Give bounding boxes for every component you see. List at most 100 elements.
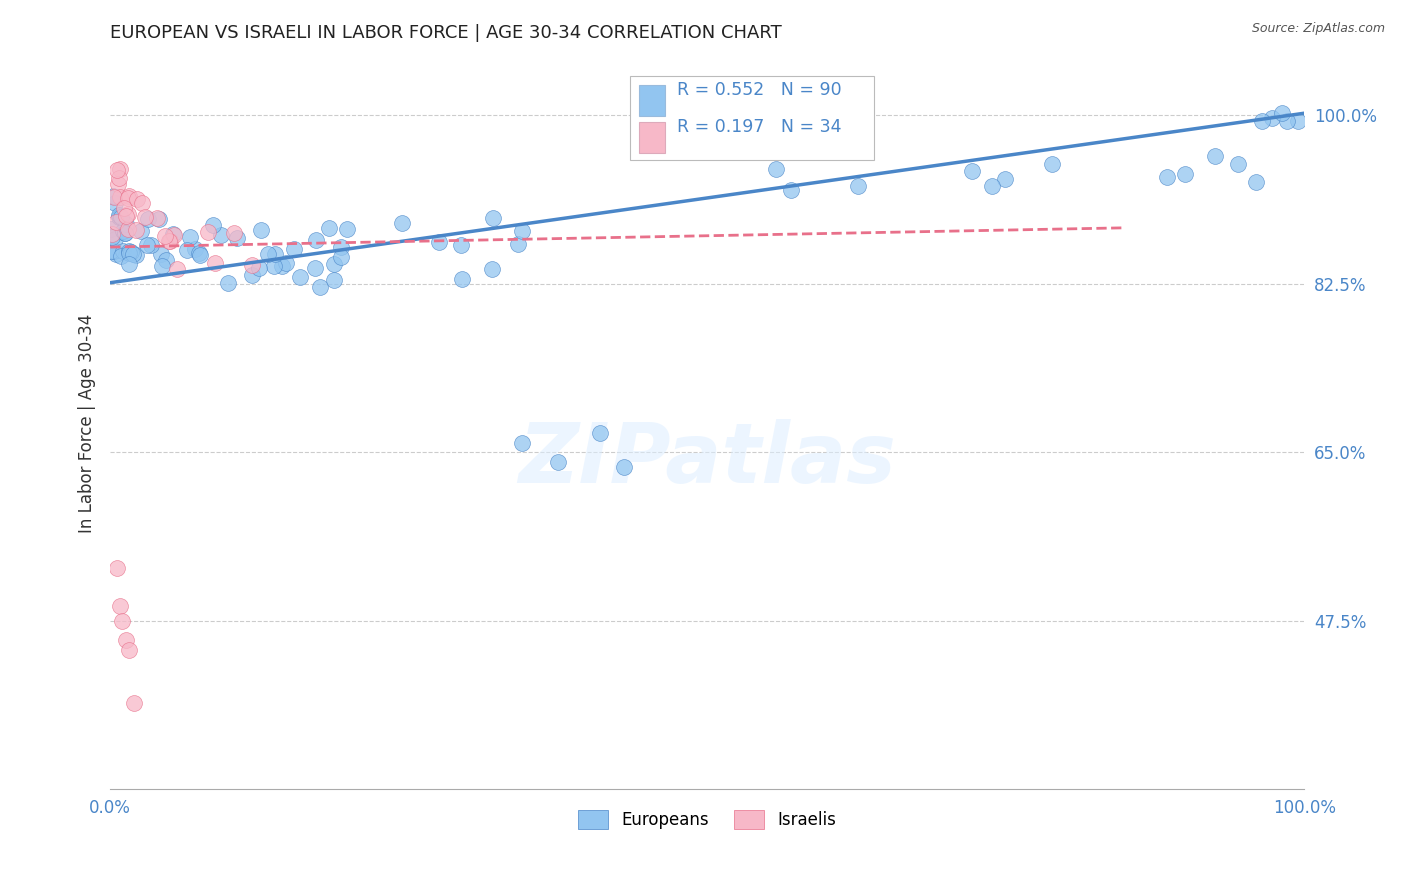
Point (112, 201, 135, 215)
Point (118, 245, 141, 260)
Point (110, 250, 132, 264)
Point (197, 225, 219, 239)
Point (288, 270, 311, 285)
Point (204, 255, 226, 269)
Point (112, 224, 135, 238)
Text: ZIPatlas: ZIPatlas (519, 419, 896, 500)
Point (117, 207, 139, 221)
Point (1226, 157, 1249, 171)
Point (122, 246, 145, 260)
Point (105, 560, 128, 574)
Point (225, 230, 247, 244)
FancyBboxPatch shape (630, 76, 875, 160)
Point (187, 246, 209, 260)
Point (101, 230, 124, 244)
Point (108, 161, 131, 176)
Point (1286, 114, 1309, 128)
FancyBboxPatch shape (640, 122, 665, 153)
Point (184, 242, 207, 256)
Point (111, 244, 134, 259)
Point (780, 183, 803, 197)
Point (318, 220, 340, 235)
Point (111, 614, 134, 628)
Point (257, 247, 280, 261)
Point (114, 226, 136, 240)
Point (108, 210, 131, 224)
Point (305, 233, 328, 247)
Point (846, 179, 869, 194)
Point (323, 273, 346, 287)
Point (104, 247, 127, 261)
Legend: Europeans, Israelis: Europeans, Israelis (571, 803, 844, 836)
Point (141, 237, 163, 252)
Point (153, 228, 176, 243)
Point (391, 217, 413, 231)
Point (163, 227, 186, 242)
Point (765, 161, 787, 176)
Point (131, 196, 153, 211)
Point (107, 177, 129, 191)
Point (114, 632, 136, 647)
Point (122, 696, 145, 710)
Point (110, 210, 132, 224)
Point (589, 425, 612, 440)
Y-axis label: In Labor Force | Age 30-34: In Labor Force | Age 30-34 (79, 314, 96, 533)
Point (105, 215, 128, 229)
Point (108, 207, 131, 221)
Point (250, 223, 273, 237)
Point (146, 211, 169, 225)
Point (330, 250, 353, 264)
Point (117, 221, 139, 235)
Point (217, 276, 239, 290)
Point (264, 246, 287, 260)
Point (304, 260, 326, 275)
Point (270, 260, 292, 274)
Point (108, 209, 131, 223)
Text: R = 0.552   N = 90: R = 0.552 N = 90 (678, 81, 842, 99)
Point (103, 188, 125, 202)
Point (323, 256, 346, 270)
Point (1246, 175, 1268, 189)
Text: EUROPEAN VS ISRAELI IN LABOR FORCE | AGE 30-34 CORRELATION CHART: EUROPEAN VS ISRAELI IN LABOR FORCE | AGE… (110, 24, 782, 42)
Point (108, 190, 131, 204)
Point (157, 235, 180, 249)
Point (159, 234, 181, 248)
Point (100, 227, 122, 242)
Text: R = 0.197   N = 34: R = 0.197 N = 34 (678, 118, 842, 136)
Point (162, 227, 184, 241)
Point (103, 190, 125, 204)
Point (960, 164, 983, 178)
Point (166, 261, 188, 276)
Point (117, 189, 139, 203)
Point (510, 435, 533, 450)
Point (209, 228, 232, 243)
Point (148, 212, 170, 227)
Point (482, 211, 505, 225)
FancyBboxPatch shape (640, 85, 665, 116)
Point (1174, 167, 1197, 181)
Point (510, 224, 533, 238)
Point (155, 252, 177, 267)
Point (118, 244, 141, 258)
Point (105, 163, 128, 178)
Point (179, 230, 201, 244)
Point (104, 231, 127, 245)
Point (127, 193, 149, 207)
Point (100, 244, 122, 259)
Point (1040, 157, 1063, 171)
Point (188, 248, 211, 262)
Point (108, 599, 131, 614)
Point (1156, 170, 1178, 185)
Point (451, 272, 474, 286)
Point (134, 210, 156, 224)
Point (247, 260, 270, 275)
Point (547, 455, 569, 469)
Point (427, 235, 450, 249)
Point (125, 223, 148, 237)
Point (125, 248, 148, 262)
Point (131, 224, 153, 238)
Point (993, 171, 1015, 186)
Point (136, 212, 159, 227)
Point (481, 262, 503, 277)
Point (335, 221, 357, 235)
